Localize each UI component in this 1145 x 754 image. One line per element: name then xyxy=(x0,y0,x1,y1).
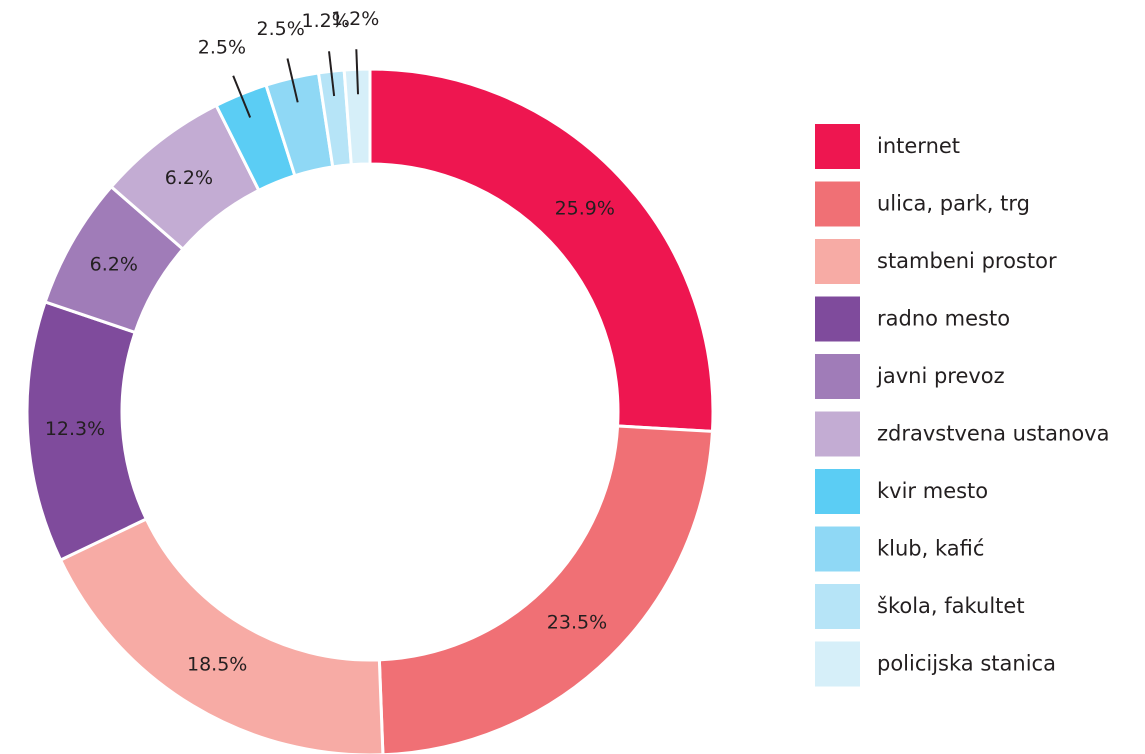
leader-line xyxy=(286,58,299,103)
legend-swatch xyxy=(815,411,860,457)
legend-label: policijska stanica xyxy=(877,652,1056,676)
legend-label: javni prevoz xyxy=(876,364,1005,388)
value-label: 1.2% xyxy=(302,10,350,32)
legend-swatch xyxy=(815,641,860,687)
leader-line xyxy=(328,51,336,97)
legend-swatch xyxy=(815,469,860,514)
legend-label: kvir mesto xyxy=(877,479,988,503)
value-label: 2.5% xyxy=(257,18,305,40)
value-label: 18.5% xyxy=(187,653,247,675)
value-label: 6.2% xyxy=(165,167,213,189)
legend-label: stambeni prostor xyxy=(877,249,1057,273)
value-label: 23.5% xyxy=(547,611,607,633)
value-label: 25.9% xyxy=(555,198,615,220)
legend-swatch xyxy=(815,296,860,342)
slice xyxy=(368,67,715,433)
value-label: 12.3% xyxy=(45,418,105,440)
leader-line xyxy=(232,75,252,118)
slice xyxy=(58,517,385,754)
legend-swatch xyxy=(815,239,860,284)
legend-swatch xyxy=(815,584,860,629)
legend-swatch xyxy=(815,124,860,169)
legend-swatch xyxy=(815,181,860,227)
legend-label: ulica, park, trg xyxy=(877,192,1030,216)
legend-label: klub, kafić xyxy=(877,537,984,561)
value-label: 1.2% xyxy=(331,8,379,30)
legend-label: zdravstvena ustanova xyxy=(877,422,1109,446)
value-label: 6.2% xyxy=(90,253,138,275)
legend-label: radno mesto xyxy=(877,307,1010,331)
legend-swatch xyxy=(815,354,860,399)
legend-swatch xyxy=(815,526,860,572)
legend-label: internet xyxy=(877,134,960,158)
leader-line xyxy=(355,49,360,95)
value-label: 2.5% xyxy=(198,36,246,58)
slice xyxy=(342,67,372,167)
legend-label: škola, fakultet xyxy=(877,594,1025,618)
slice xyxy=(377,424,715,754)
